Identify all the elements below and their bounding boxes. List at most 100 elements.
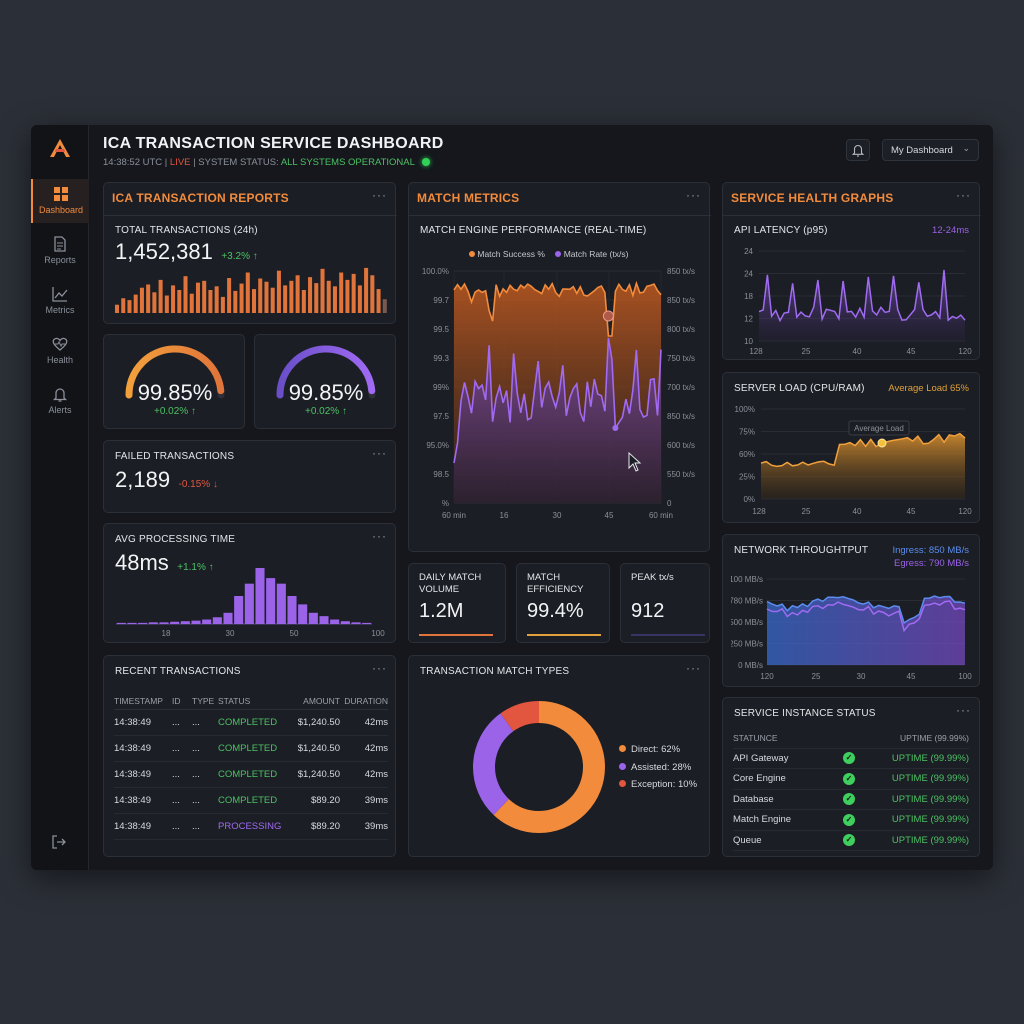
donut-slice xyxy=(473,701,605,833)
column-header[interactable]: DURATION xyxy=(344,695,388,706)
cell-amount: $1,240.50 xyxy=(297,769,340,780)
y-axis-label: 25% xyxy=(739,473,755,482)
column-header[interactable]: TIMESTAMP xyxy=(114,695,163,706)
total-transactions-bar xyxy=(158,279,163,313)
network-egress: Egress: 790 MB/s xyxy=(894,558,969,569)
more-options-icon[interactable]: ··· xyxy=(956,188,971,202)
server-load-chart: 100% 75% 60% 25% 0% 128 25 40 45 120 Average Load xyxy=(735,405,973,516)
x-axis-label: 40 xyxy=(853,507,862,516)
table-row[interactable]: 14:38:49 ... ... PROCESSING $89.20 39ms xyxy=(114,814,388,840)
table-header: TIMESTAMP ID TYPE STATUS AMOUNT DURATION xyxy=(114,692,388,710)
rate-area xyxy=(454,338,661,503)
y-axis-label: 18 xyxy=(744,292,753,301)
column-header[interactable]: TYPE xyxy=(192,695,215,706)
instance-name: Match Engine xyxy=(733,814,792,826)
right-axis-label: 0 xyxy=(667,499,672,508)
sidebar-item-reports[interactable]: Reports xyxy=(31,229,89,273)
more-options-icon[interactable]: ··· xyxy=(686,188,701,202)
cell-type: ... xyxy=(192,795,200,806)
x-axis-label: 60 min xyxy=(649,511,673,520)
grid-icon xyxy=(54,187,68,201)
more-options-icon[interactable]: ··· xyxy=(372,188,387,202)
instance-row[interactable]: Match Engine ✓ UPTIME (99.99%) xyxy=(733,810,969,831)
instance-row[interactable]: Database ✓ UPTIME (99.99%) xyxy=(733,790,969,810)
more-options-icon[interactable]: ··· xyxy=(372,446,387,460)
throughput-area xyxy=(767,596,965,665)
x-axis-label: 25 xyxy=(802,507,811,516)
more-options-icon[interactable]: ··· xyxy=(372,529,387,543)
table-row[interactable]: 14:38:49 ... ... COMPLETED $1,240.50 42m… xyxy=(114,736,388,762)
column-header[interactable]: AMOUNT xyxy=(303,695,340,706)
table-row[interactable]: 14:38:49 ... ... COMPLETED $1,240.50 42m… xyxy=(114,710,388,736)
x-axis-label: 120 xyxy=(958,507,972,516)
x-axis-label: 45 xyxy=(907,672,916,681)
right-axis-label: 750 tx/s xyxy=(667,354,695,363)
left-axis-label: 98.5 xyxy=(433,470,449,479)
histogram-bar xyxy=(202,619,212,624)
total-transactions-bar xyxy=(195,282,200,313)
histogram-tick-label: 100 xyxy=(371,629,385,638)
gauge-fill xyxy=(125,345,225,399)
instance-uptime: UPTIME (99.99%) xyxy=(891,752,969,764)
column-header: UPTIME (99.99%) xyxy=(900,732,969,743)
recent-transactions-title: RECENT TRANSACTIONS xyxy=(115,666,241,677)
column-header[interactable]: STATUS xyxy=(218,695,251,706)
gauge1-value: 99.85% xyxy=(137,380,213,405)
sidebar-item-metrics[interactable]: Metrics xyxy=(31,279,89,323)
instance-row[interactable]: Core Engine ✓ UPTIME (99.99%) xyxy=(733,769,969,790)
histogram-bar xyxy=(266,578,276,624)
y-axis-label: 100 MB/s xyxy=(731,575,763,584)
instance-row[interactable]: Queue ✓ UPTIME (99.99%) xyxy=(733,831,969,851)
total-transactions-bar xyxy=(227,278,232,313)
total-transactions-bar xyxy=(264,281,269,313)
status-dot xyxy=(422,158,431,166)
total-transactions-bar xyxy=(252,289,257,313)
table-row[interactable]: 14:38:49 ... ... COMPLETED $1,240.50 42m… xyxy=(114,762,388,788)
egress-line xyxy=(766,600,966,633)
logout-icon[interactable] xyxy=(51,834,67,850)
cell-timestamp: 14:38:49 xyxy=(114,743,151,754)
total-transactions-bar xyxy=(115,304,120,313)
more-options-icon[interactable]: ··· xyxy=(956,703,971,717)
total-transactions-bar xyxy=(214,286,219,313)
right-axis-label: 850 tx/s xyxy=(667,296,695,305)
total-transactions-bar xyxy=(239,283,244,313)
avg-processing-time-panel: AVG PROCESSING TIME ··· 48ms +1.1% ↑ 18 3… xyxy=(103,523,396,643)
y-axis-label: 250 MB/s xyxy=(731,640,763,649)
sidebar-item-alerts[interactable]: Alerts xyxy=(31,379,89,423)
notifications-button[interactable] xyxy=(846,139,870,161)
cell-amount: $1,240.50 xyxy=(297,743,340,754)
legend-swatch-success xyxy=(469,251,475,257)
failed-transactions-panel: FAILED TRANSACTIONS ··· 2,189 -0.15% ↓ xyxy=(103,440,396,513)
sidebar-item-dashboard[interactable]: Dashboard xyxy=(31,179,89,223)
cell-timestamp: 14:38:49 xyxy=(114,795,151,806)
histogram-bar xyxy=(330,619,340,624)
dashboard-select[interactable]: My Dashboard ⌄ xyxy=(882,139,979,161)
api-latency-range: 12-24ms xyxy=(932,225,969,236)
histogram-bar xyxy=(308,612,318,624)
service-instance-panel: SERVICE INSTANCE STATUS ··· STATUNCE UPT… xyxy=(722,697,980,857)
page-header: ICA TRANSACTION SERVICE DASHBOARD 14:38:… xyxy=(103,135,444,168)
match-types-legend: Direct: 62% Assisted: 28% Exception: 10% xyxy=(619,741,697,794)
instance-table-header: STATUNCE UPTIME (99.99%) xyxy=(733,728,969,749)
x-axis-label: 128 xyxy=(749,347,763,356)
check-icon: ✓ xyxy=(843,793,855,806)
total-transactions-bar xyxy=(152,292,157,313)
instance-row[interactable]: API Gateway ✓ UPTIME (99.99%) xyxy=(733,749,969,769)
more-options-icon[interactable]: ··· xyxy=(372,661,387,675)
total-transactions-bar xyxy=(326,280,331,313)
y-axis-label: 24 xyxy=(744,270,753,279)
load-line xyxy=(760,432,966,468)
y-axis-label: 0 MB/s xyxy=(738,661,763,670)
table-row[interactable]: 14:38:49 ... ... COMPLETED $89.20 39ms xyxy=(114,788,388,814)
success-gauge-panel-2: 99.85% +0.02% ↑ xyxy=(254,334,396,429)
cell-type: ... xyxy=(192,821,200,832)
total-transactions-bar xyxy=(245,272,250,313)
check-icon: ✓ xyxy=(843,772,855,785)
more-options-icon[interactable]: ··· xyxy=(686,661,701,675)
sidebar-item-health[interactable]: Health xyxy=(31,329,89,373)
right-axis-label: 850 tx/s xyxy=(667,267,695,276)
histogram-bar xyxy=(148,622,158,624)
column-header[interactable]: ID xyxy=(172,695,181,706)
histogram-bar xyxy=(351,622,361,624)
